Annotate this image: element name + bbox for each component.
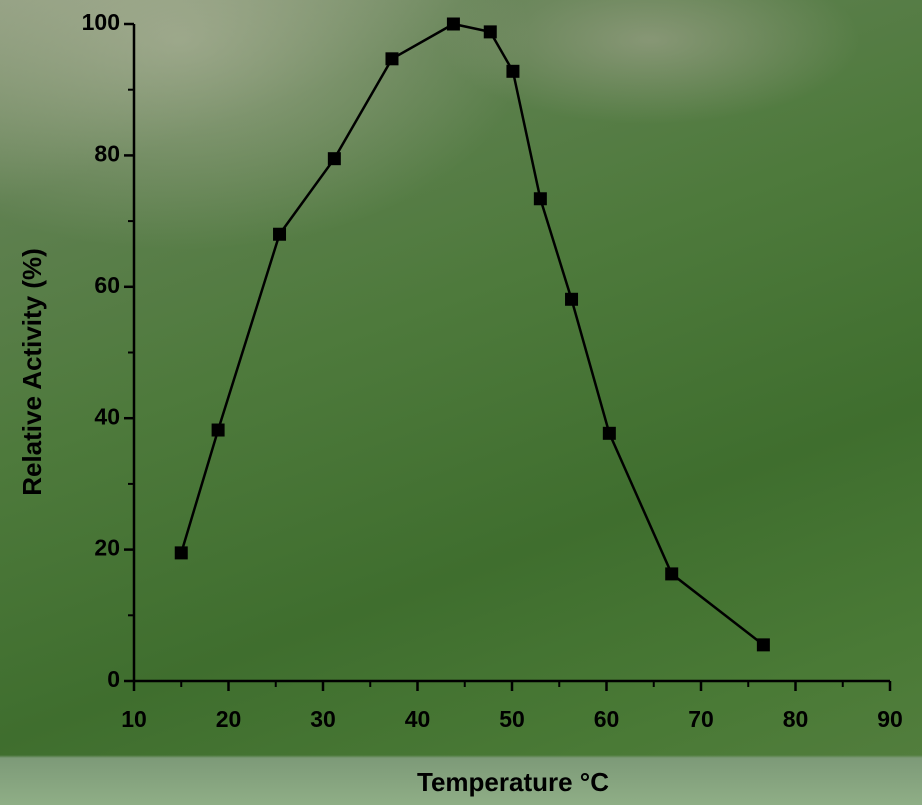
marker	[174, 546, 188, 560]
data-line	[180, 22, 765, 646]
marker	[327, 152, 341, 166]
y-axis-label: Relative Activity (%)	[17, 248, 47, 496]
x-tick-label: 60	[594, 706, 620, 732]
marker	[756, 638, 770, 652]
x-tick-label: 80	[783, 706, 809, 732]
marker	[211, 423, 225, 437]
x-tick-label: 90	[877, 706, 903, 732]
y-tick-label: 40	[94, 403, 120, 429]
x-axis-label: Temperature °C	[417, 767, 609, 797]
y-tick-label: 100	[82, 9, 120, 35]
y-tick-label: 0	[107, 666, 120, 692]
marker	[506, 64, 520, 78]
marker	[565, 292, 579, 306]
marker	[665, 567, 679, 581]
marker	[483, 25, 497, 39]
x-tick-label: 10	[121, 706, 147, 732]
y-tick-label: 60	[94, 272, 120, 298]
marker	[446, 17, 460, 31]
x-tick-label: 40	[405, 706, 431, 732]
marker	[602, 426, 616, 440]
marker	[533, 192, 547, 206]
marker	[273, 227, 287, 241]
marker	[385, 52, 399, 66]
y-tick-label: 20	[94, 535, 120, 561]
x-tick-label: 20	[216, 706, 242, 732]
x-tick-label: 50	[499, 706, 525, 732]
x-tick-label: 70	[688, 706, 714, 732]
x-tick-label: 30	[310, 706, 336, 732]
y-tick-label: 80	[94, 140, 120, 166]
